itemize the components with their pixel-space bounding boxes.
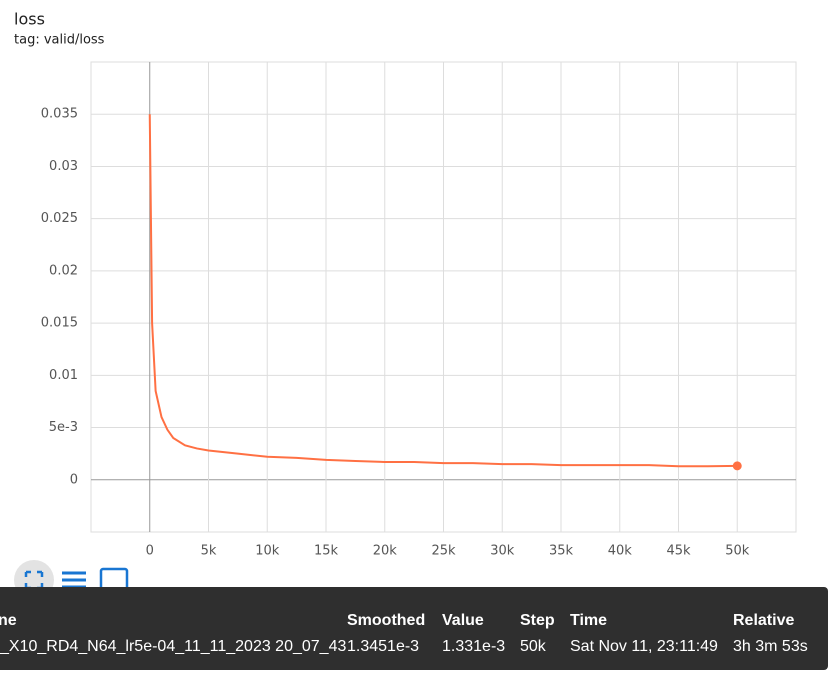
- cell: 1.3451e-3: [347, 638, 420, 655]
- plot: 0 5e-3 0.01 0.015 0.02 0.025 0.03 0.035 0 5k 10k 15…: [41, 61, 797, 559]
- x-tick-label: 10k: [255, 544, 280, 559]
- tooltip: ne Smoothed Value Step Time Relative _X1…: [0, 587, 828, 670]
- cell: 50k: [520, 638, 546, 655]
- y-tick-label: 5e-3: [49, 420, 78, 435]
- x-tick-label: 35k: [549, 544, 574, 559]
- header: Relative: [733, 612, 795, 629]
- loss-line: [148, 114, 738, 468]
- cell: _X10_RD4_N64_lr5e-04_11_11_2023 20_07_43: [0, 638, 347, 655]
- y-tick-label: 0.025: [41, 211, 78, 226]
- header: Value: [442, 612, 484, 629]
- header: Time: [570, 612, 608, 629]
- cell: 1.331e-3: [442, 638, 506, 655]
- cell: 3h 3m 53s: [733, 638, 808, 655]
- x-tick-label: 20k: [373, 544, 398, 559]
- cell: Sat Nov 11, 23:11:49: [570, 638, 718, 655]
- x-tick-label: 30k: [490, 544, 515, 559]
- x-tick-label: 5k: [201, 544, 217, 559]
- x-tick-label: 45k: [666, 544, 691, 559]
- x-tick-label: 40k: [608, 544, 633, 559]
- y-tick-label: 0: [70, 472, 78, 487]
- y-tick-label: 0.02: [49, 263, 78, 278]
- x-tick-label: 25k: [431, 544, 456, 559]
- chart-title: loss: [14, 10, 45, 29]
- header: Smoothed: [347, 612, 426, 629]
- header: Step: [520, 612, 555, 629]
- x-tick-label: 0: [146, 544, 154, 559]
- y-tick-label: 0.01: [49, 368, 78, 383]
- y-tick-label: 0.035: [41, 107, 78, 122]
- y-tick-label: 0.015: [41, 316, 78, 331]
- header: ne: [0, 612, 17, 629]
- chart-subtitle: tag: valid/loss: [14, 33, 105, 48]
- y-tick-label: 0.03: [49, 159, 78, 174]
- lines-icon[interactable]: [62, 571, 86, 589]
- last-point: [732, 461, 742, 471]
- x-tick-label: 15k: [314, 544, 339, 559]
- x-tick-label: 50k: [725, 544, 750, 559]
